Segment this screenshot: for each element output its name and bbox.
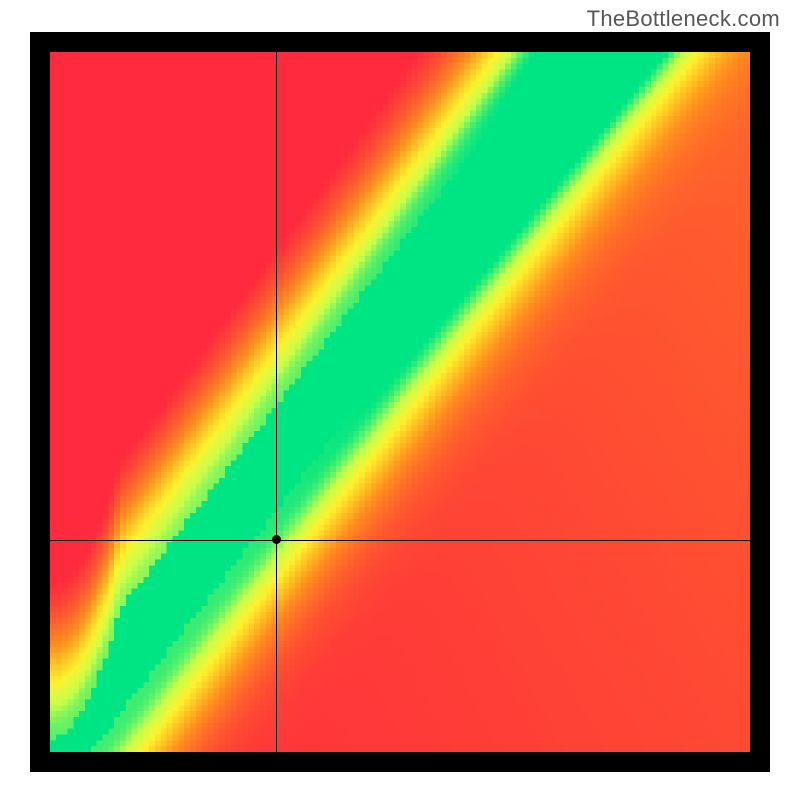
crosshair-dot (272, 535, 281, 544)
heatmap-canvas (50, 52, 750, 752)
crosshair-horizontal (50, 540, 750, 541)
heatmap-plot (50, 52, 750, 752)
crosshair-vertical (276, 52, 277, 752)
watermark-text: TheBottleneck.com (587, 6, 780, 32)
